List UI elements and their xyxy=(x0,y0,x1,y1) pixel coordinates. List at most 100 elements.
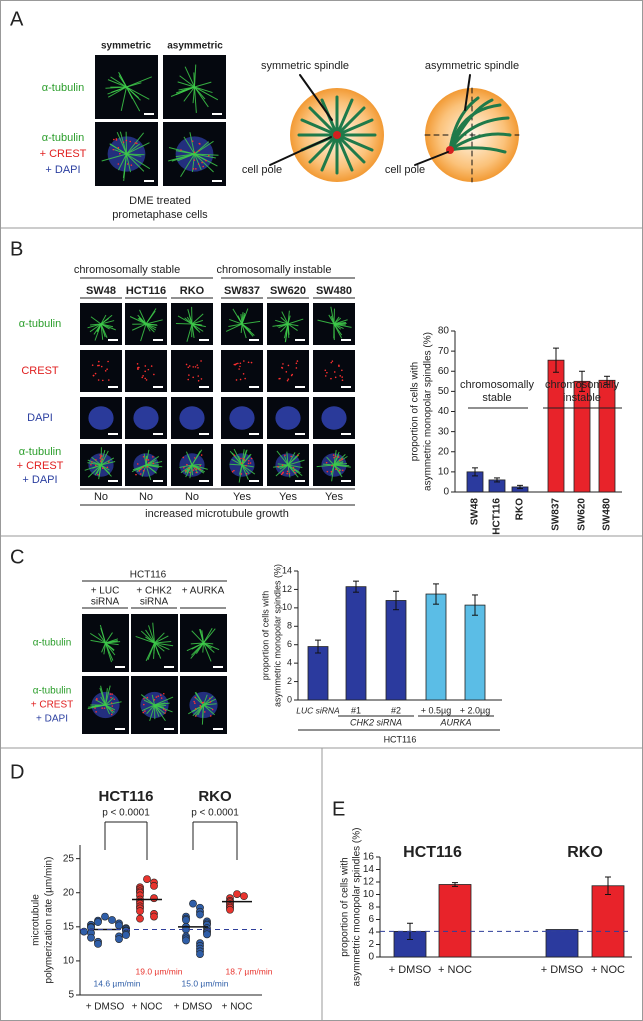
micrograph-tubulin xyxy=(203,642,212,662)
micrograph-tubulin xyxy=(179,75,195,88)
micrograph-tubulin xyxy=(154,642,170,651)
micrograph-crest xyxy=(146,466,149,468)
micrograph-tubulin xyxy=(193,72,195,88)
micrograph-tubulin xyxy=(91,456,102,466)
micrograph-crest xyxy=(242,457,245,460)
micrograph-tubulin xyxy=(105,697,114,706)
micrograph-tubulin xyxy=(183,136,195,155)
micrograph-crest xyxy=(334,455,337,458)
micrograph-crest xyxy=(248,460,250,462)
micrograph-crest xyxy=(94,707,96,709)
micrograph-tubulin xyxy=(286,451,289,466)
micrograph-tubulin xyxy=(89,323,102,333)
micrograph-tubulin xyxy=(131,323,147,331)
micrograph-crest xyxy=(137,368,139,371)
micrograph-tubulin xyxy=(277,464,289,469)
micrograph-crest xyxy=(144,710,146,712)
y-axis-label: polymerization rate (µm/min) xyxy=(44,857,55,984)
y-axis-label: asymmetric monopolar spindles (%) xyxy=(423,332,434,491)
data-point xyxy=(150,912,158,921)
micrograph-tubulin xyxy=(241,464,256,475)
micrograph-tubulin xyxy=(140,694,155,706)
micrograph-tubulin xyxy=(229,318,243,325)
micrograph xyxy=(313,350,355,392)
micrograph-crest xyxy=(145,458,148,461)
micrograph-crest xyxy=(339,375,342,377)
y-tick-label: 6 xyxy=(287,639,292,649)
micrograph-tubulin xyxy=(287,323,298,331)
micrograph-crest xyxy=(97,364,99,367)
micrograph-tubulin xyxy=(145,456,160,466)
y-tick-label: 4 xyxy=(368,927,374,938)
micrograph-tubulin xyxy=(191,323,206,328)
y-tick-label: 10 xyxy=(282,602,292,612)
data-point xyxy=(143,875,151,883)
micrograph-crest xyxy=(99,457,102,459)
micrograph-tubulin xyxy=(154,642,160,655)
micrograph-tubulin xyxy=(145,464,152,481)
growth-label: No xyxy=(94,491,108,503)
micrograph-tubulin xyxy=(194,153,219,156)
micrograph-tubulin xyxy=(276,450,289,466)
micrograph-crest xyxy=(163,708,165,711)
micrograph-tubulin xyxy=(100,457,115,466)
data-point xyxy=(87,933,95,942)
micrograph-crest xyxy=(94,372,97,375)
condition-label: siRNA xyxy=(91,597,120,608)
micrograph-crest xyxy=(144,370,146,373)
group-label: CHK2 siRNA xyxy=(350,717,402,727)
micrograph-tubulin xyxy=(148,625,155,644)
data-point xyxy=(182,916,190,924)
x-tick-label: RKO xyxy=(515,498,526,520)
micrograph-crest xyxy=(160,697,163,699)
micrograph-crest xyxy=(337,456,340,458)
y-axis-label: asymmetric monopolar spindles (%) xyxy=(272,564,282,707)
diagram-label: cell pole xyxy=(242,164,282,176)
data-point xyxy=(101,912,109,921)
micrograph-crest xyxy=(243,459,246,461)
micrograph-tubulin xyxy=(193,704,204,712)
micrograph-crest xyxy=(286,472,288,475)
micrograph-crest xyxy=(106,368,108,371)
micrograph-crest xyxy=(192,376,194,379)
micrograph-tubulin xyxy=(123,153,127,181)
micrograph-crest xyxy=(96,699,98,701)
micrograph-tubulin xyxy=(241,312,244,325)
micrograph-tubulin xyxy=(145,464,163,468)
data-point xyxy=(240,892,248,901)
micrograph-tubulin xyxy=(275,464,289,477)
micrograph-crest xyxy=(144,377,147,380)
micrograph-tubulin xyxy=(333,316,340,325)
micrograph-crest xyxy=(185,470,187,472)
x-tick-label: SW837 xyxy=(551,498,562,531)
micrograph-tubulin xyxy=(333,319,348,325)
micrograph-tubulin xyxy=(194,81,212,88)
micrograph-crest xyxy=(209,715,212,717)
micrograph-crest xyxy=(160,694,162,696)
condition-label: + CHK2 xyxy=(136,586,172,597)
micrograph-tubulin xyxy=(100,449,106,466)
micrograph-tubulin xyxy=(229,463,243,466)
micrograph-crest xyxy=(187,366,190,369)
micrograph-crest xyxy=(137,366,139,369)
micrograph-crest xyxy=(341,379,344,382)
micrograph-tubulin xyxy=(153,642,155,659)
micrograph-crest xyxy=(193,159,196,161)
x-tick-label: SW620 xyxy=(577,498,588,531)
micrograph-tubulin xyxy=(184,66,195,88)
y-tick-label: 12 xyxy=(282,584,292,594)
micrograph-tubulin xyxy=(105,704,114,714)
micrograph-tubulin xyxy=(322,463,335,466)
micrograph-crest xyxy=(239,378,242,381)
micrograph-tubulin xyxy=(333,464,342,474)
micrograph-crest xyxy=(92,374,95,377)
condition-label: siRNA xyxy=(140,597,169,608)
micrograph-tubulin xyxy=(326,456,335,466)
micrograph-tubulin xyxy=(105,632,113,644)
row-label: + CREST xyxy=(31,700,74,711)
mean-label: 19.0 µm/min xyxy=(136,966,183,976)
micrograph-tubulin xyxy=(154,642,174,647)
micrograph-crest xyxy=(324,369,327,372)
micrograph-crest xyxy=(188,374,190,376)
